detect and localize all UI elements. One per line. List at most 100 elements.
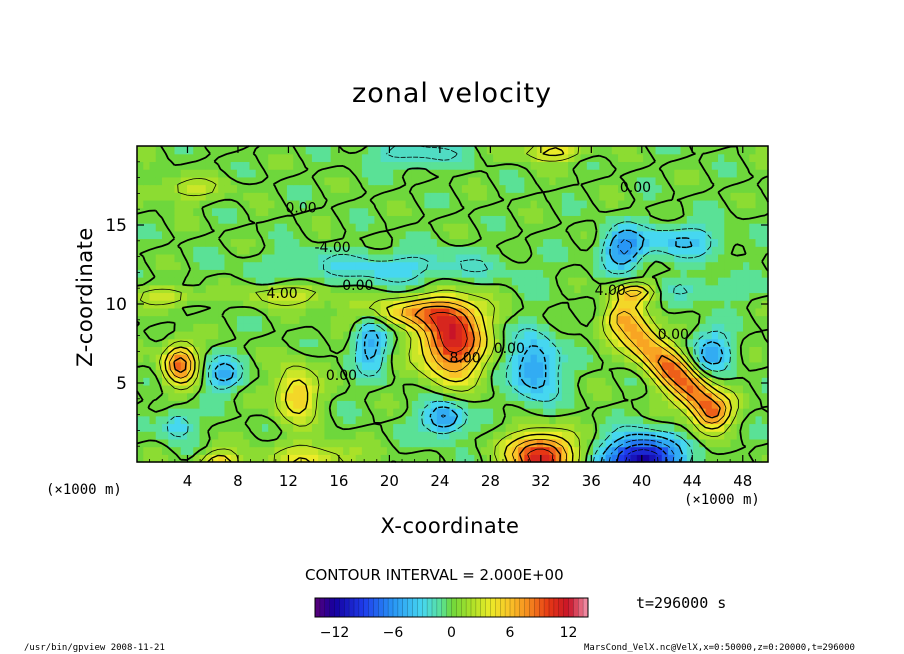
- y-tick-label: 5: [116, 374, 127, 394]
- chart-title: zonal velocity: [352, 78, 552, 109]
- colorbar-swatch: [397, 598, 404, 617]
- colorbar-swatch: [578, 598, 584, 617]
- colorbar-swatch: [471, 598, 477, 617]
- colorbar-swatch: [402, 598, 408, 617]
- colorbar-swatch: [553, 598, 560, 617]
- colorbar-swatch: [583, 598, 589, 617]
- colorbar-swatch: [500, 598, 506, 617]
- x-tick-label: 8: [233, 472, 243, 490]
- colorbar-swatch: [368, 598, 374, 617]
- colorbar-tick-label: −12: [320, 625, 350, 641]
- colorbar-swatch: [549, 598, 555, 617]
- colorbar-swatch: [354, 598, 360, 617]
- colorbar-swatch: [383, 598, 389, 617]
- y-axis-unit: (×1000 m): [46, 482, 122, 498]
- colorbar-swatch: [388, 598, 394, 617]
- contour-label: 4.00: [595, 283, 626, 299]
- contour-label: 0.00: [620, 180, 651, 196]
- x-tick-label: 12: [279, 472, 298, 490]
- colorbar-tick-label: 6: [506, 625, 515, 641]
- x-tick-label: 24: [430, 472, 449, 490]
- colorbar-swatch: [319, 598, 326, 617]
- x-tick-label: 32: [531, 472, 550, 490]
- colorbar-swatch: [349, 598, 355, 617]
- colorbar-tick-label: −6: [383, 625, 404, 641]
- colorbar-swatch: [480, 598, 486, 617]
- footer-program: /usr/bin/gpview 2008-11-21: [24, 643, 165, 653]
- x-tick-label: 20: [380, 472, 399, 490]
- colorbar-swatch: [358, 598, 365, 617]
- colorbar-swatch: [568, 598, 574, 617]
- colorbar-swatch: [412, 598, 418, 617]
- colorbar-swatch: [422, 598, 428, 617]
- colorbar-swatch: [524, 598, 530, 617]
- contour-label: 0.00: [658, 327, 689, 343]
- colorbar-swatch: [446, 598, 452, 617]
- x-tick-label: 28: [481, 472, 500, 490]
- colorbar-swatch: [495, 598, 501, 617]
- x-tick-label: 4: [183, 472, 193, 490]
- y-tick-label: 10: [105, 295, 127, 315]
- contour-line: [428, 311, 554, 463]
- colorbar-swatch: [475, 598, 482, 617]
- contour-label: 8.00: [450, 351, 481, 367]
- colorbar-swatch: [563, 598, 569, 617]
- colorbar-swatch: [451, 598, 457, 617]
- colorbar-swatch: [373, 598, 379, 617]
- colorbar-swatch: [324, 598, 330, 617]
- x-tick-label: 48: [733, 472, 752, 490]
- colorbar-swatch: [315, 598, 321, 617]
- colorbar-swatch: [417, 598, 423, 617]
- colorbar-frame: [314, 597, 589, 618]
- colorbar-swatch: [407, 598, 413, 617]
- x-tick-label: 36: [582, 472, 601, 490]
- colorbar-tick-label: 0: [447, 625, 456, 641]
- time-label: t=296000 s: [636, 594, 727, 612]
- contour-line: [616, 443, 667, 463]
- colorbar-swatch: [436, 598, 443, 617]
- footer-source: MarsCond_VelX.nc@VelX,x=0:50000,z=0:2000…: [584, 643, 855, 653]
- x-tick-label: 44: [683, 472, 702, 490]
- colorbar-swatch: [558, 598, 564, 617]
- colorbar-swatch: [519, 598, 525, 617]
- contour-line: [214, 229, 724, 463]
- colorbar-swatch: [427, 598, 433, 617]
- colorbar-swatch: [363, 598, 369, 617]
- colorbar-swatch: [539, 598, 545, 617]
- contour-label: -4.00: [314, 240, 350, 256]
- colorbar-swatch: [334, 598, 340, 617]
- contour-line: [139, 145, 739, 463]
- colorbar-swatch: [339, 598, 345, 617]
- contour-label: 4.00: [267, 286, 298, 302]
- colorbar-swatch: [514, 598, 521, 617]
- contour-line: [625, 449, 659, 463]
- colorbar-swatch: [466, 598, 472, 617]
- colorbar-swatch: [529, 598, 535, 617]
- contour-label: 0.00: [285, 201, 316, 217]
- colorbar-swatch: [378, 598, 384, 617]
- x-axis-label: X-coordinate: [380, 514, 520, 538]
- colorbar-swatch: [461, 598, 467, 617]
- colorbar-swatch: [456, 598, 462, 617]
- colorbar-swatch: [534, 598, 540, 617]
- colorbar: −12 −6 0 6 12: [314, 597, 589, 641]
- colorbar-swatch: [490, 598, 496, 617]
- colorbar-swatch: [393, 598, 399, 617]
- colorbar-swatch: [329, 598, 335, 617]
- colorbar-swatch: [485, 598, 491, 617]
- colorbar-swatch: [505, 598, 511, 617]
- contour-line: [166, 145, 731, 463]
- colorbar-swatch: [441, 598, 447, 617]
- colorbar-swatch: [344, 598, 350, 617]
- contour-line: [173, 305, 721, 463]
- contour-label: 0.00: [326, 368, 357, 384]
- colorbar-swatch: [544, 598, 550, 617]
- contour-label: 0.00: [342, 278, 373, 294]
- colorbar-swatch: [510, 598, 516, 617]
- colorbar-swatch: [573, 598, 579, 617]
- contour-line: [164, 147, 733, 463]
- y-tick-label: 15: [105, 216, 127, 236]
- contour-interval-label: CONTOUR INTERVAL = 2.000E+00: [305, 566, 564, 584]
